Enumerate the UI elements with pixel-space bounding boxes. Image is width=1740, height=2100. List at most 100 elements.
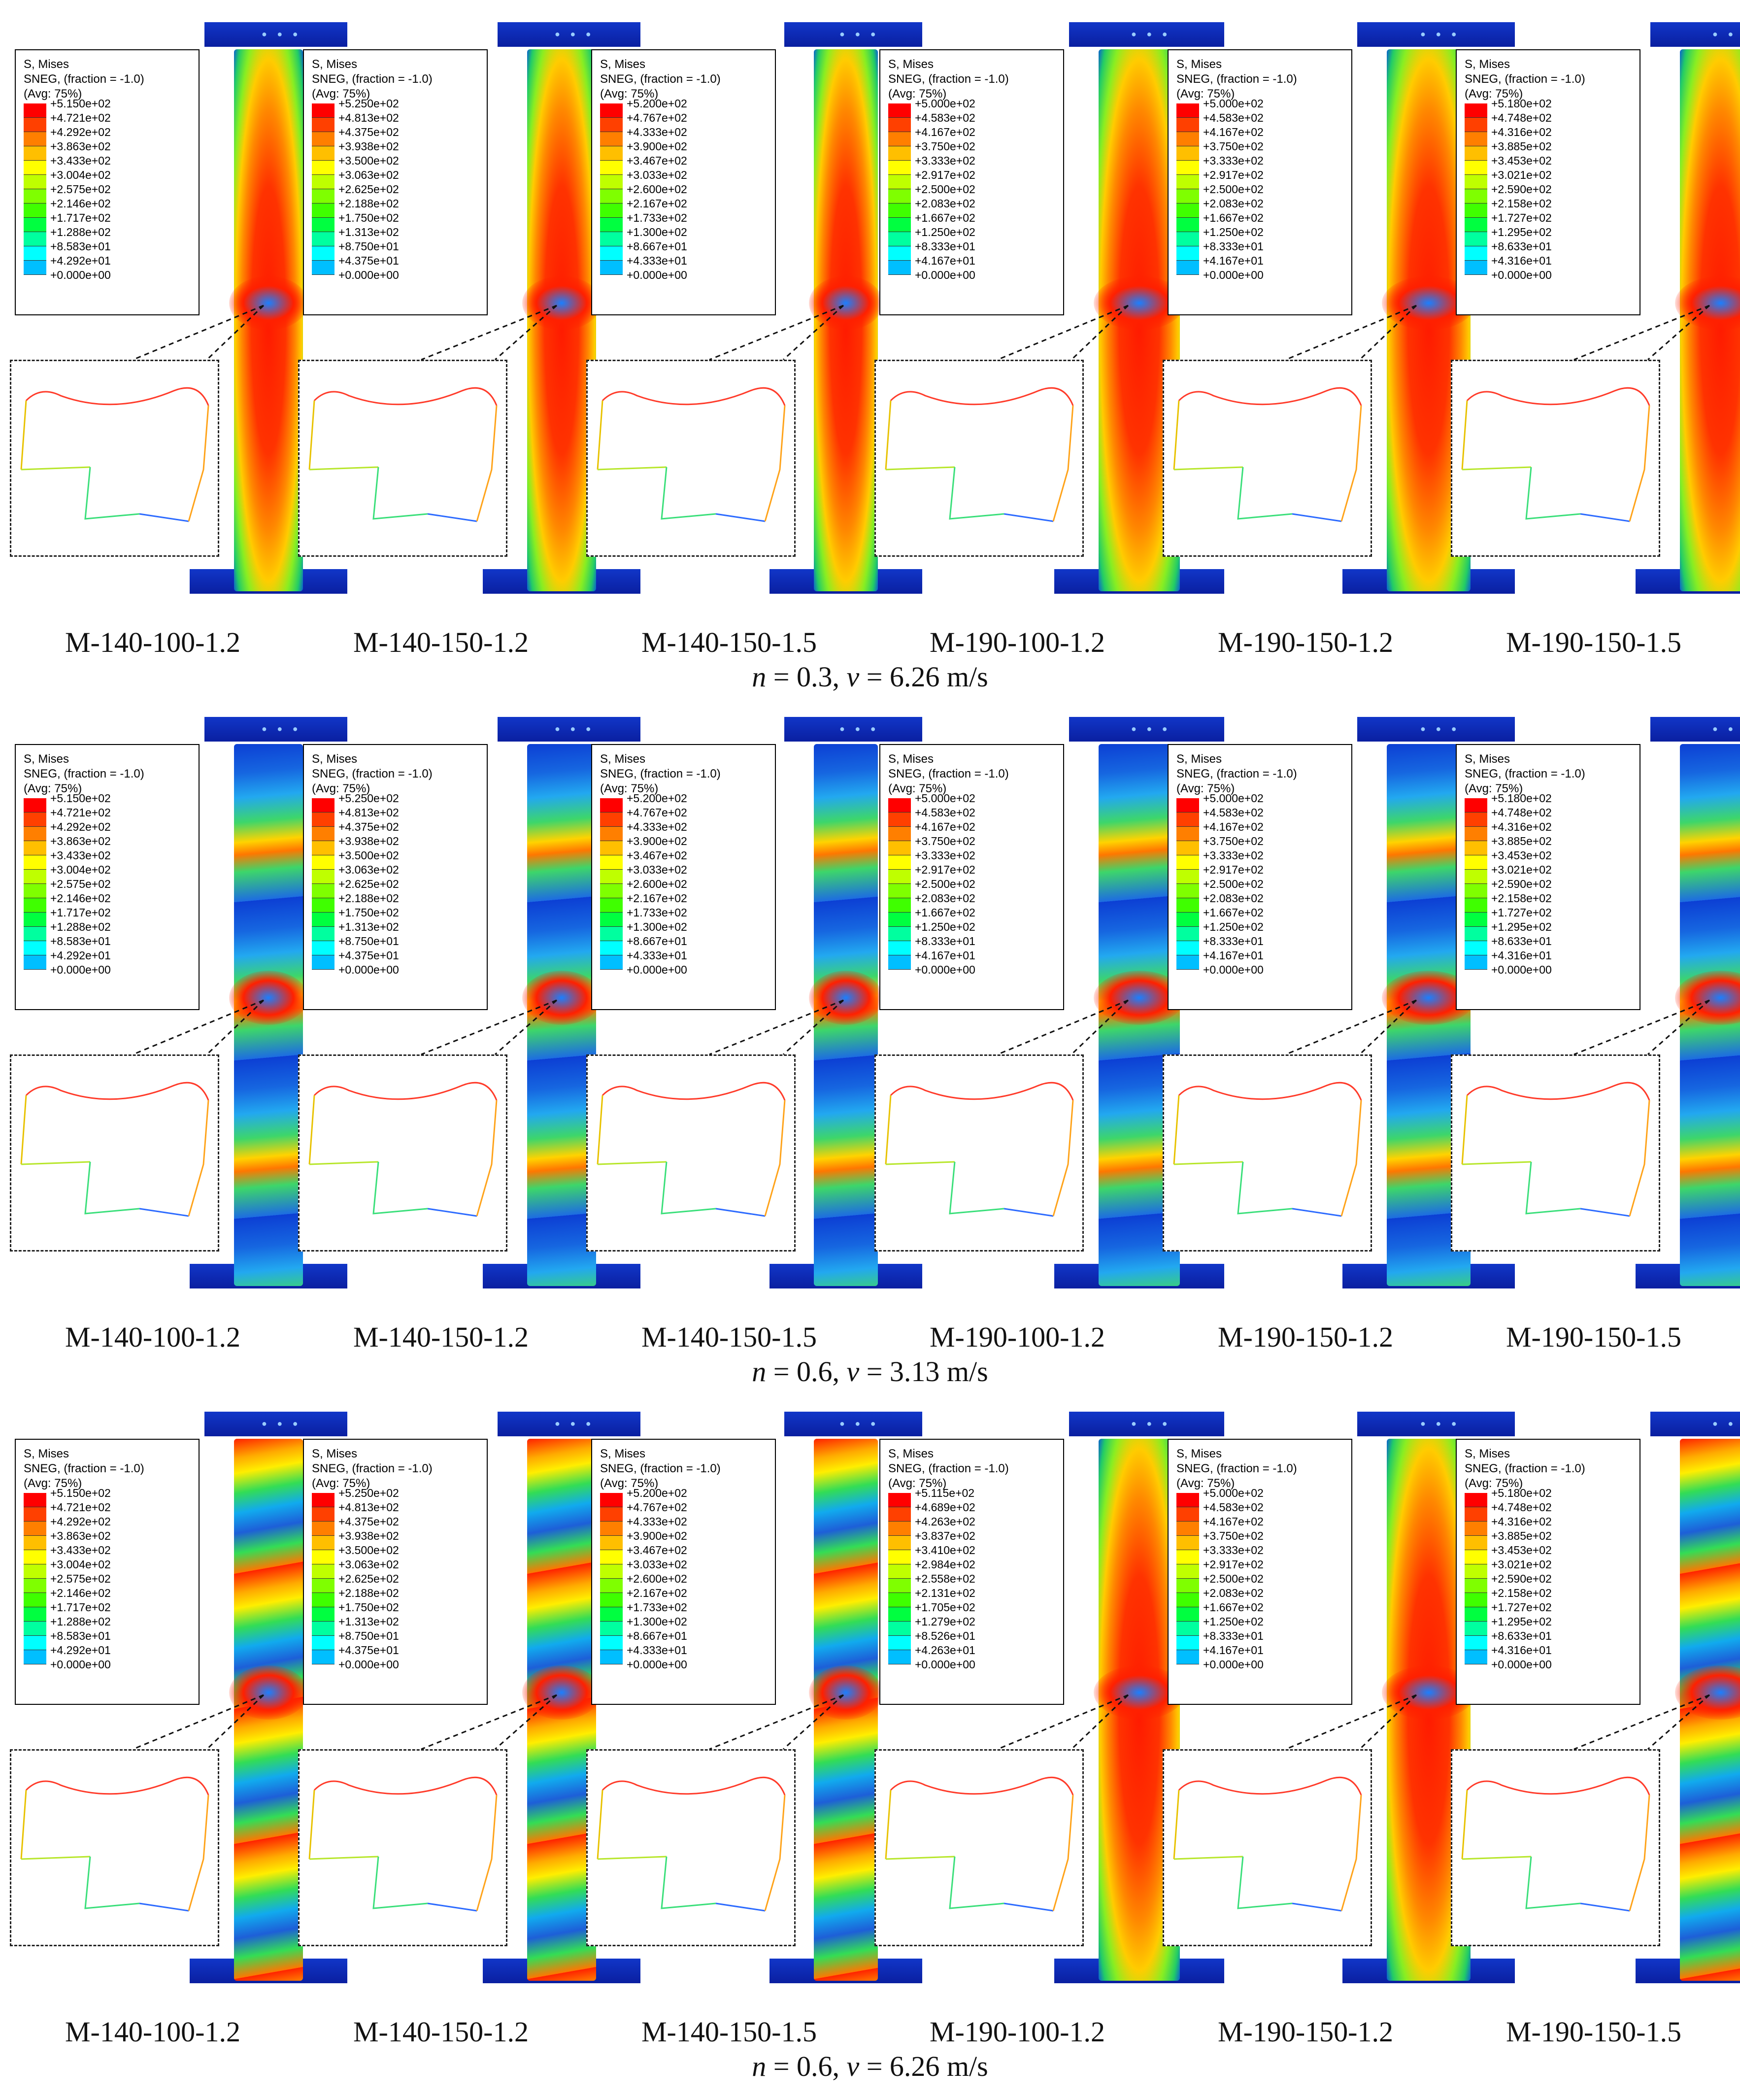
legend-sneg: SNEG, (fraction = -1.0) (1176, 767, 1297, 780)
legend-tick-label: +1.727e+02 (1491, 211, 1552, 224)
contour-legend: S, Mises SNEG, (fraction = -1.0) (Avg: 7… (1456, 1439, 1640, 1705)
specimen-label: M-190-150-1.2 (1217, 626, 1393, 658)
legend-avg: (Avg: 75%) (312, 87, 370, 101)
legend-swatch (24, 1622, 46, 1636)
legend-swatch (888, 1593, 911, 1607)
legend-swatch (600, 232, 623, 246)
cross-section-inset (874, 1749, 1084, 1946)
legend-tick-label: +3.900e+02 (627, 835, 687, 847)
cross-section-inset (298, 360, 507, 557)
legend-title: S, Mises (600, 752, 646, 766)
legend-swatch (24, 232, 46, 246)
legend-tick-label: +4.333e+02 (627, 820, 687, 833)
legend-sneg: SNEG, (fraction = -1.0) (600, 767, 721, 780)
legend-tick-label: +2.500e+02 (915, 878, 975, 890)
legend-tick-label: +3.004e+02 (50, 1558, 111, 1571)
legend-swatch (1176, 813, 1199, 827)
legend-tick-label: +3.333e+02 (1203, 849, 1264, 862)
legend-swatch (600, 1636, 623, 1650)
legend-swatch (312, 103, 335, 118)
legend-swatch (24, 261, 46, 275)
legend-swatch (600, 941, 623, 955)
cross-section-shape (885, 1776, 1074, 1912)
local-buckling-zone (809, 276, 883, 330)
legend-tick-label: +4.167e+02 (915, 126, 975, 138)
legend-tick-label: +2.590e+02 (1491, 183, 1552, 196)
legend-ticks: +5.150e+02 +4.721e+02 +4.292e+02 +3.863e+02… (50, 97, 111, 282)
legend-tick-label: +1.313e+02 (338, 1615, 399, 1628)
legend-tick-label: +3.021e+02 (1491, 863, 1552, 876)
legend-title: S, Mises (888, 1447, 934, 1460)
legend-swatch (24, 870, 46, 884)
local-buckling-zone (809, 971, 883, 1025)
legend-sneg: SNEG, (fraction = -1.0) (312, 1462, 433, 1475)
legend-tick-label: +8.333e+01 (1203, 935, 1264, 948)
legend-tick-label: +0.000e+00 (915, 1658, 975, 1671)
legend-tick-label: +3.885e+02 (1491, 1529, 1552, 1542)
legend-swatch (1176, 827, 1199, 841)
v-value: = 6.26 m/s (859, 661, 988, 693)
legend-swatch (1176, 103, 1199, 118)
legend-swatch (24, 1564, 46, 1579)
legend-avg: (Avg: 75%) (600, 87, 659, 101)
legend-tick-label: +4.292e+01 (50, 254, 111, 267)
legend-tick-label: +1.313e+02 (338, 226, 399, 238)
legend-tick-label: +2.083e+02 (915, 892, 975, 905)
legend-swatch (888, 189, 911, 203)
legend-swatch (312, 118, 335, 132)
legend-tick-label: +3.938e+02 (338, 140, 399, 153)
legend-tick-label: +1.288e+02 (50, 226, 111, 238)
legend-ticks: +5.000e+02 +4.583e+02 +4.167e+02 +3.750e+02… (915, 791, 975, 977)
legend-swatch (24, 175, 46, 189)
legend-tick-label: +0.000e+00 (1491, 963, 1552, 976)
legend-ticks: +5.200e+02 +4.767e+02 +4.333e+02 +3.900e+02… (627, 97, 687, 282)
contour-legend: S, Mises SNEG, (fraction = -1.0) (Avg: 7… (591, 1439, 776, 1705)
cross-section-inset (874, 1054, 1084, 1252)
cross-section-inset (10, 360, 219, 557)
legend-swatch (1465, 913, 1487, 927)
legend-swatch (1176, 1522, 1199, 1536)
legend-avg: (Avg: 75%) (1465, 1477, 1523, 1490)
panel-m-190-100-1.2: ● ● ●● ● ● S, Mises SNEG, (fraction = -1… (874, 10, 1224, 658)
legend-swatch (600, 1564, 623, 1579)
legend-swatch (1176, 246, 1199, 261)
v-value: = 6.26 m/s (859, 2050, 988, 2082)
legend-swatch (888, 884, 911, 898)
legend-tick-label: +1.313e+02 (338, 920, 399, 933)
legend-swatch (1176, 175, 1199, 189)
legend-tick-label: +2.917e+02 (915, 169, 975, 181)
legend-tick-label: +5.000e+02 (915, 792, 975, 805)
legend-swatch (888, 118, 911, 132)
legend-swatch (600, 1622, 623, 1636)
legend-swatch (888, 246, 911, 261)
legend-title: S, Mises (1465, 58, 1510, 71)
legend-tick-label: +1.250e+02 (915, 920, 975, 933)
legend-swatch (600, 118, 623, 132)
legend-swatch (312, 232, 335, 246)
legend-tick-label: +1.750e+02 (338, 211, 399, 224)
legend-swatch (24, 103, 46, 118)
legend-ticks: +5.180e+02 +4.748e+02 +4.316e+02 +3.885e+02… (1491, 1486, 1552, 1672)
cross-section-shape (308, 1776, 498, 1912)
legend-tick-label: +1.300e+02 (627, 226, 687, 238)
legend-tick-label: +5.250e+02 (338, 1487, 399, 1499)
inset-leader-lines (1573, 999, 1710, 1055)
legend-swatch (1465, 798, 1487, 813)
top-end-plate: ● ● ● (1650, 717, 1740, 742)
legend-color-bar (600, 1493, 623, 1664)
legend-title: S, Mises (24, 752, 69, 766)
cross-section-inset (586, 360, 796, 557)
cross-section-shape (1173, 387, 1362, 522)
legend-swatch (600, 161, 623, 175)
legend-color-bar (24, 798, 46, 970)
legend-swatch (888, 1536, 911, 1550)
legend-swatch (312, 1607, 335, 1622)
legend-swatch (888, 175, 911, 189)
legend-tick-label: +3.333e+02 (915, 154, 975, 167)
legend-tick-label: +0.000e+00 (1203, 963, 1264, 976)
legend-swatch (888, 1564, 911, 1579)
legend-swatch (24, 1522, 46, 1536)
legend-swatch (24, 827, 46, 841)
legend-tick-label: +3.333e+02 (1203, 154, 1264, 167)
legend-tick-label: +2.590e+02 (1491, 1572, 1552, 1585)
